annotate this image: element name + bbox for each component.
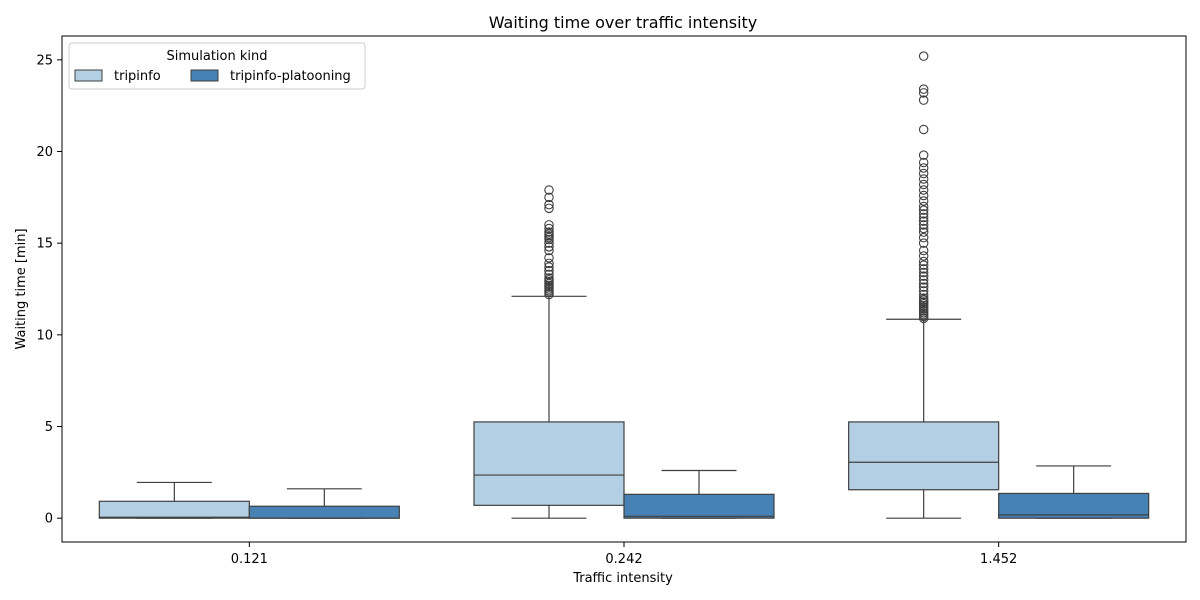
y-tick-label: 15 — [36, 237, 53, 252]
box-tripinfo-platooning-0.242 — [623, 469, 775, 519]
outlier-point — [544, 238, 554, 248]
chart-title: Waiting time over traffic intensity — [489, 13, 758, 32]
outlier-point — [544, 258, 554, 269]
outlier-point — [918, 51, 929, 61]
outlier-point — [544, 192, 554, 203]
outlier-point — [918, 84, 929, 94]
outlier-point — [918, 289, 929, 300]
outlier-point — [918, 174, 929, 184]
outlier-point — [544, 223, 554, 234]
legend-label-tripinfo-platooning: tripinfo-platooning — [230, 69, 351, 84]
x-tick-label: 0.242 — [605, 552, 642, 567]
outlier-point — [918, 190, 929, 201]
box-iqr — [623, 493, 775, 519]
outlier-point — [918, 216, 929, 226]
outlier-point — [544, 220, 554, 230]
outlier-point — [544, 253, 554, 263]
box-tripinfo-0.242 — [473, 185, 625, 519]
legend: Simulation kind tripinfo tripinfo-platoo… — [68, 42, 366, 90]
outlier-point — [918, 260, 929, 270]
outlier-point — [918, 163, 929, 173]
box-iqr — [98, 500, 250, 519]
x-tick-label: 0.121 — [231, 552, 268, 567]
outlier-point — [544, 245, 554, 256]
outlier-point — [544, 269, 554, 280]
box-iqr — [248, 505, 400, 519]
legend-swatch-tripinfo — [74, 69, 103, 82]
outlier-point — [544, 227, 554, 237]
box-iqr — [998, 492, 1150, 519]
outlier-point — [544, 242, 554, 252]
legend-label-tripinfo: tripinfo — [114, 69, 161, 84]
outlier-point — [918, 275, 929, 285]
outlier-point — [544, 265, 554, 276]
x-axis-label: Traffic intensity — [572, 571, 673, 586]
outlier-point — [544, 262, 554, 272]
y-tick-label: 25 — [36, 53, 53, 68]
y-tick-label: 5 — [45, 420, 53, 435]
x-axis: 0.121 0.242 1.452 — [231, 542, 1017, 567]
outlier-point — [918, 286, 929, 296]
outlier-point — [918, 212, 929, 223]
outlier-point — [918, 220, 929, 230]
outlier-point — [918, 95, 929, 105]
y-tick-label: 20 — [36, 145, 53, 160]
y-axis-label: Waiting time [min] — [14, 228, 29, 349]
x-tick-label: 1.452 — [980, 552, 1017, 567]
box-iqr — [848, 421, 1000, 491]
box-tripinfo-1.452 — [848, 51, 1000, 519]
outlier-point — [918, 157, 929, 168]
outlier-point — [918, 238, 929, 248]
outlier-point — [918, 251, 929, 261]
box-tripinfo-platooning-1.452 — [998, 465, 1150, 519]
legend-title: Simulation kind — [166, 49, 267, 64]
outlier-point — [918, 185, 929, 195]
outlier-point — [918, 256, 929, 267]
outlier-point — [918, 205, 929, 215]
boxes-layer — [98, 51, 1150, 519]
outlier-point — [918, 124, 929, 135]
outlier-point — [918, 245, 929, 256]
outlier-point — [544, 203, 554, 214]
outlier-point — [918, 201, 929, 212]
outlier-point — [918, 209, 929, 219]
box-tripinfo-platooning-0.121 — [248, 488, 400, 519]
y-tick-label: 0 — [45, 512, 53, 527]
outlier-point — [544, 199, 554, 210]
outlier-point — [918, 196, 929, 206]
y-tick-label: 10 — [36, 328, 53, 343]
outlier-point — [544, 273, 554, 283]
outlier-point — [918, 168, 929, 179]
outlier-point — [918, 293, 929, 303]
outlier-point — [544, 185, 554, 195]
outlier-point — [918, 179, 929, 190]
y-axis: 0 5 10 15 20 25 — [36, 53, 62, 527]
outlier-point — [918, 227, 929, 237]
outlier-point — [918, 267, 929, 278]
box-tripinfo-0.121 — [98, 481, 250, 519]
outlier-point — [918, 264, 929, 274]
outlier-point — [918, 282, 929, 292]
outlier-point — [918, 150, 929, 160]
outlier-point — [918, 271, 929, 281]
outlier-point — [918, 88, 929, 98]
box-iqr — [473, 421, 625, 506]
outlier-point — [918, 278, 929, 289]
legend-swatch-tripinfo-platooning — [190, 69, 219, 82]
outlier-point — [918, 232, 929, 243]
legend-frame — [68, 42, 366, 90]
outlier-point — [918, 223, 929, 234]
